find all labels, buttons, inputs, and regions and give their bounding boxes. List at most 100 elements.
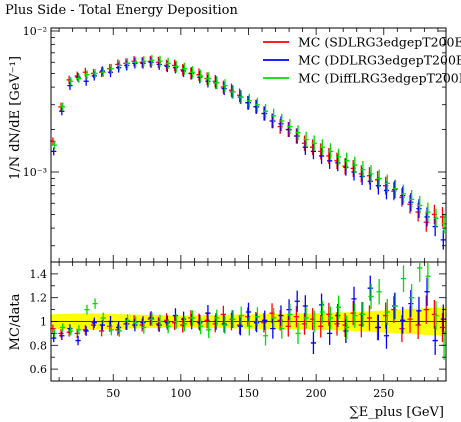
data-point (359, 167, 365, 186)
y-tick-label: 10⁻³ (23, 166, 47, 179)
ratio-point (165, 319, 171, 334)
ratio-point (245, 307, 251, 327)
ratio-point (407, 305, 413, 333)
data-point (352, 156, 358, 174)
data-point (433, 208, 439, 228)
ratio-point (238, 306, 244, 325)
legend-label: MC (DDLRG3edgepT200E (298, 53, 461, 68)
data-point (140, 57, 146, 69)
ratio-point (254, 307, 261, 327)
series-3-main (51, 54, 447, 234)
ratio-point (181, 316, 187, 332)
ratio-point (262, 310, 268, 331)
data-point (221, 82, 227, 96)
legend: MC (SDLRG3edgepT200E MC (DDLRG3edgepT200E… (263, 35, 461, 86)
ratio-point (107, 315, 114, 328)
ratio-point (100, 312, 106, 324)
data-point (149, 54, 155, 66)
main-markers (50, 54, 447, 250)
data-point (286, 122, 292, 138)
data-point (124, 58, 131, 69)
legend-label: MC (DiffLRG3edgepT200E (298, 71, 461, 86)
ratio-point (286, 299, 292, 320)
x-axis-label: ∑E_plus [GeV] (349, 405, 444, 420)
ratio-point (433, 301, 439, 330)
ratio-point (91, 317, 97, 328)
data-point (76, 74, 82, 83)
ratio-point (92, 298, 98, 309)
data-point (173, 60, 179, 73)
ratio-point (327, 321, 333, 345)
plot-title: Plus Side - Total Energy Deposition (5, 3, 238, 18)
ratio-point (368, 283, 374, 310)
data-point (75, 72, 81, 82)
y-tick-label: 10⁻² (23, 25, 47, 38)
series-3-ratio (51, 263, 447, 360)
ratio-point (351, 286, 357, 312)
data-point (384, 174, 390, 193)
ratio-point (198, 318, 204, 335)
data-point (230, 85, 236, 99)
data-point (425, 202, 431, 222)
legend-label: MC (SDLRG3edgepT200E (298, 35, 461, 50)
data-point (165, 57, 171, 69)
ratio-point (206, 321, 212, 339)
ratio-point (303, 307, 309, 329)
ratio-point (172, 308, 179, 323)
ratio-point (205, 304, 211, 322)
ratio-point (293, 306, 299, 328)
ratio-point (246, 316, 252, 336)
ratio-point (99, 325, 105, 337)
x-tick-label: 250 (373, 387, 394, 400)
ratio-point (392, 292, 398, 320)
data-point (351, 163, 357, 181)
data-point (222, 79, 228, 93)
ratio-point (197, 314, 203, 331)
ratio-point (237, 317, 243, 336)
data-point (294, 128, 300, 144)
data-point (245, 95, 252, 110)
data-point (416, 199, 422, 219)
data-point (132, 58, 138, 69)
ratio-point (295, 322, 301, 344)
data-point (424, 207, 430, 227)
ratio-point (375, 314, 381, 341)
data-point (92, 68, 98, 79)
data-point (417, 195, 423, 215)
data-point (360, 161, 366, 179)
data-point (303, 131, 309, 148)
ratio-point (310, 331, 317, 354)
y-tick-label: 1.2 (30, 292, 48, 305)
ratio-point (59, 331, 65, 340)
ratio-point (343, 319, 349, 343)
ratio-point (262, 326, 269, 346)
ratio-plot-panel: 50 100 150 200 250 0.6 0.8 1 1.2 1.4 (30, 261, 447, 400)
ratio-point (76, 325, 82, 335)
ratio-point (132, 318, 138, 332)
ratio-point (270, 318, 276, 339)
data-point (400, 184, 407, 203)
data-point (197, 71, 203, 84)
data-point (51, 147, 57, 156)
ratio-point (261, 312, 267, 333)
ratio-point (68, 326, 74, 336)
x-tick-label: 100 (170, 387, 191, 400)
x-tick-label: 150 (238, 387, 259, 400)
ratio-point (287, 303, 293, 325)
data-point (318, 147, 325, 164)
data-point (141, 55, 147, 67)
data-point (100, 67, 106, 77)
ratio-point (311, 310, 317, 333)
ratio-point (416, 296, 422, 325)
y-axis-label-ratio: MC/data (8, 293, 23, 350)
data-point (391, 180, 398, 199)
ratio-point (213, 313, 219, 330)
ratio-point (376, 278, 382, 305)
data-point (198, 69, 204, 83)
ratio-point (222, 316, 228, 334)
data-point (254, 99, 260, 114)
x-tick-label: 200 (306, 387, 327, 400)
data-point (60, 102, 66, 111)
ratio-point (157, 314, 163, 329)
